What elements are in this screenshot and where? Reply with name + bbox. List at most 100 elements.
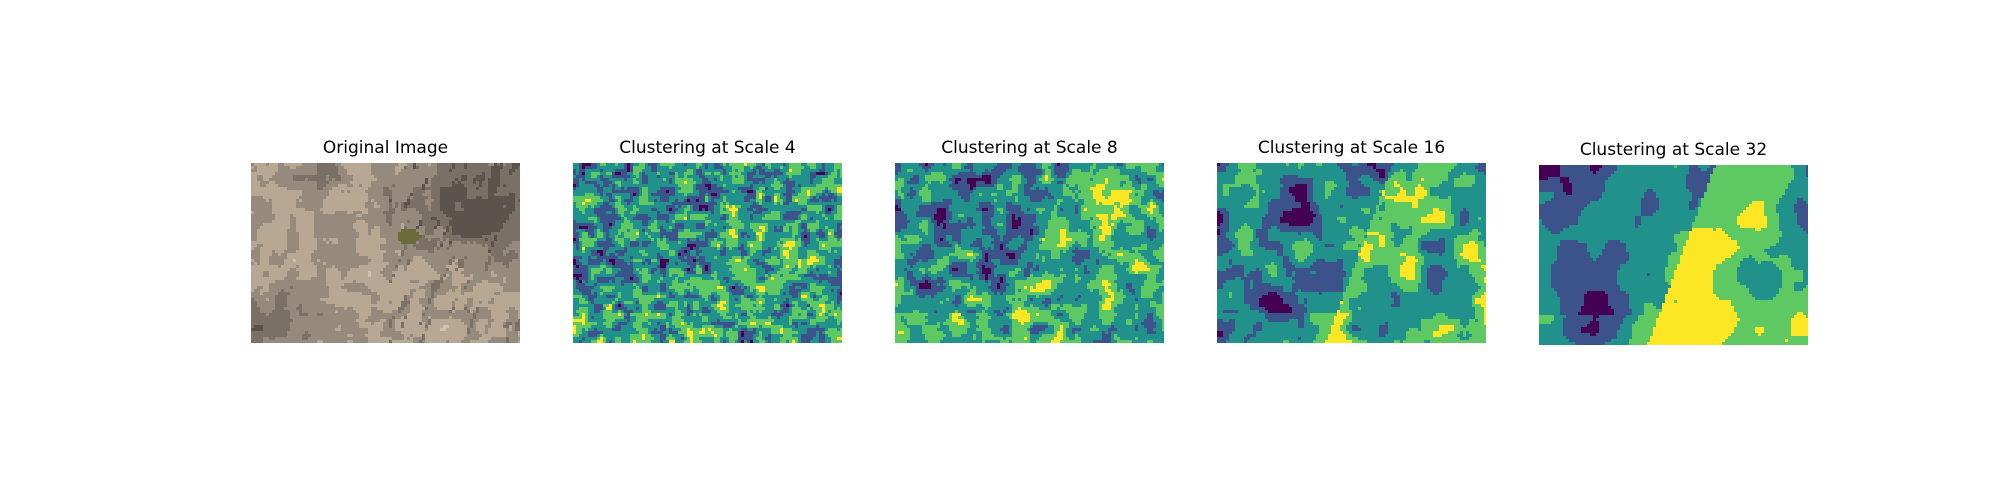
pixel-run xyxy=(1391,166,1419,170)
pixel-run xyxy=(1114,223,1118,227)
pixel-run xyxy=(699,337,715,341)
pixel-run xyxy=(1111,334,1115,338)
pixel-run xyxy=(666,274,670,278)
pixel-run xyxy=(726,262,748,266)
pixel-run xyxy=(1102,295,1112,299)
pixel-run xyxy=(726,184,751,188)
pixel-run xyxy=(696,313,700,317)
pixel-run xyxy=(630,175,637,179)
pixel-run xyxy=(666,307,676,311)
pixel-run xyxy=(338,166,345,170)
pixel-run xyxy=(756,193,760,197)
pixel-run xyxy=(982,175,992,179)
pixel-run xyxy=(425,283,432,287)
pixel-run xyxy=(1006,208,1022,212)
pixel-run xyxy=(576,259,580,263)
pixel-run xyxy=(272,211,315,215)
pixel-run xyxy=(759,235,763,239)
pixel-run xyxy=(1460,175,1476,179)
pixel-run xyxy=(756,166,763,170)
pixel-run xyxy=(633,223,643,227)
pixel-run xyxy=(317,184,327,188)
pixel-run xyxy=(699,307,703,311)
pixel-run xyxy=(895,274,908,278)
pixel-run xyxy=(991,331,1004,335)
pixel-run xyxy=(825,163,835,167)
pixel-run xyxy=(329,238,339,242)
pixel-run xyxy=(639,229,643,233)
pixel-run xyxy=(675,199,679,203)
pixel-run xyxy=(690,328,703,332)
pixel-run xyxy=(254,298,267,302)
pixel-run xyxy=(726,217,730,221)
pixel-run xyxy=(801,211,817,215)
pixel-run xyxy=(509,244,520,248)
pixel-run xyxy=(771,175,775,179)
pixel-run xyxy=(834,214,842,218)
pixel-run xyxy=(729,337,739,341)
pixel-run xyxy=(600,271,607,275)
pixel-run xyxy=(991,295,1007,299)
pixel-run xyxy=(648,163,658,167)
pixel-run xyxy=(1153,316,1160,320)
pixel-run xyxy=(612,241,619,245)
pixel-run xyxy=(488,256,492,260)
pixel-run xyxy=(642,337,646,341)
pixel-run xyxy=(916,253,935,257)
pixel-run xyxy=(756,274,766,278)
pixel-run xyxy=(895,262,908,266)
pixel-run xyxy=(455,256,465,260)
pixel-run xyxy=(783,163,787,167)
pixel-run xyxy=(771,199,775,203)
pixel-run xyxy=(964,166,974,170)
pixel-run xyxy=(895,178,899,182)
pixel-run xyxy=(1135,298,1139,302)
pixel-run xyxy=(714,256,718,260)
pixel-run xyxy=(672,292,679,296)
pixel-run xyxy=(907,319,929,323)
pixel-run xyxy=(1042,259,1046,263)
pixel-run xyxy=(1256,178,1281,182)
pixel-run xyxy=(272,202,297,206)
pixel-run xyxy=(895,214,908,218)
pixel-run xyxy=(657,268,661,272)
pixel-run xyxy=(356,310,372,314)
pixel-run xyxy=(621,214,625,218)
pixel-run xyxy=(263,271,270,275)
pixel-run xyxy=(395,274,441,278)
pixel-run xyxy=(765,235,793,239)
pixel-run xyxy=(1147,331,1157,335)
pixel-run xyxy=(1111,337,1115,341)
pixel-run xyxy=(747,325,760,329)
pixel-run xyxy=(801,208,808,212)
pixel-run xyxy=(437,271,453,275)
pixel-run xyxy=(997,286,1001,290)
pixel-run xyxy=(798,313,802,317)
pixel-run xyxy=(380,235,399,239)
pixel-run xyxy=(323,238,327,242)
pixel-run xyxy=(672,226,676,230)
pixel-run xyxy=(931,220,938,224)
pixel-run xyxy=(389,280,393,284)
pixel-run xyxy=(982,253,986,257)
pixel-run xyxy=(317,247,357,251)
pixel-run xyxy=(946,238,953,242)
pixel-run xyxy=(603,202,610,206)
pixel-run xyxy=(1096,259,1100,263)
pixel-run xyxy=(347,307,354,311)
pixel-run xyxy=(645,334,652,338)
pixel-run xyxy=(323,313,360,317)
pixel-run xyxy=(1075,334,1079,338)
pixel-run xyxy=(419,241,438,245)
pixel-run xyxy=(386,265,396,269)
pixel-run xyxy=(503,226,520,230)
pixel-run xyxy=(1415,169,1452,173)
pixel-run xyxy=(467,310,471,314)
pixel-run xyxy=(612,340,616,343)
pixel-run xyxy=(943,268,950,272)
pixel-run xyxy=(347,172,372,176)
pixel-run xyxy=(747,286,751,290)
pixel-run xyxy=(365,205,375,209)
pixel-run xyxy=(368,187,384,191)
pixel-run xyxy=(579,298,586,302)
